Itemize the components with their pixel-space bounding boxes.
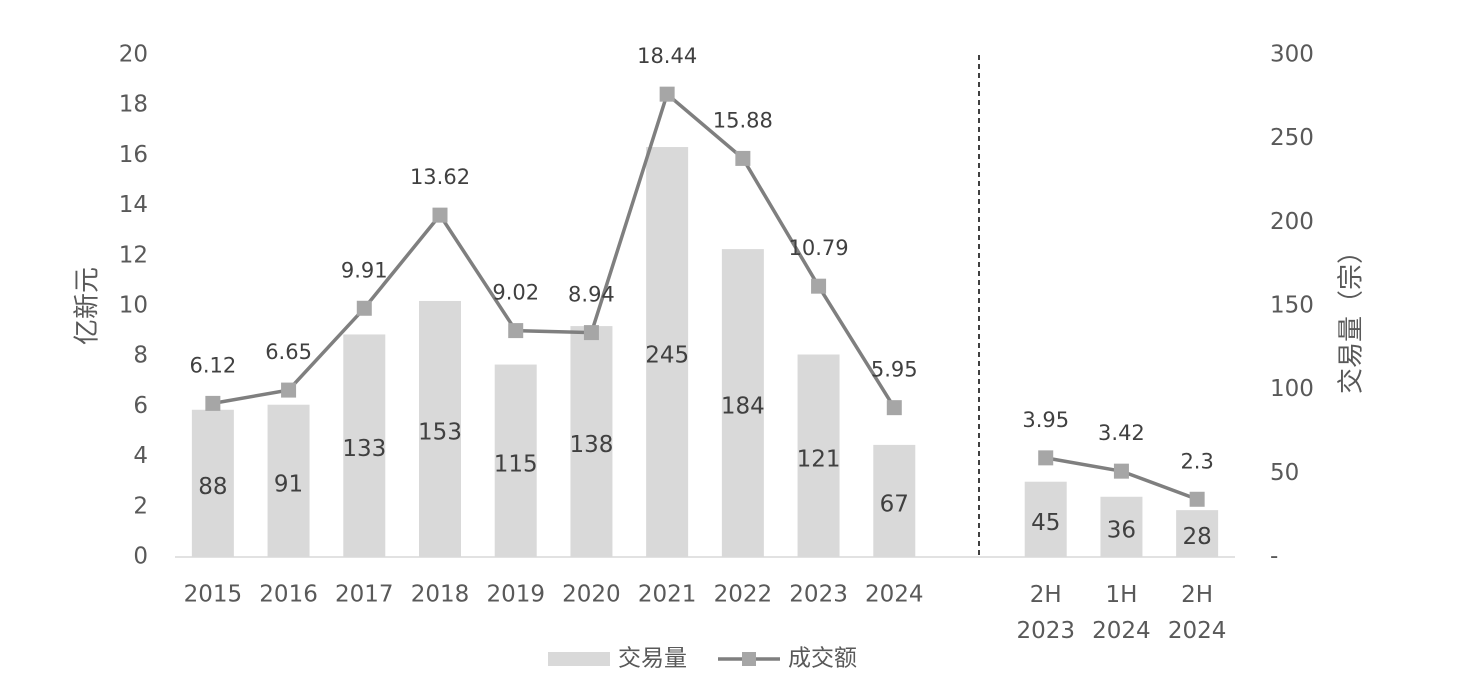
marker bbox=[205, 395, 221, 411]
bar-label: 88 bbox=[198, 474, 227, 500]
bar-label: 138 bbox=[569, 432, 613, 458]
bar bbox=[646, 147, 689, 558]
bar bbox=[1176, 510, 1219, 557]
marker bbox=[659, 86, 675, 102]
y-tick-label: 16 bbox=[119, 142, 148, 168]
y-tick-label: 0 bbox=[133, 544, 148, 570]
bar bbox=[721, 249, 764, 557]
marker bbox=[735, 150, 751, 166]
x-tick-label: 2017 bbox=[335, 582, 394, 608]
y2-tick-label: 300 bbox=[1270, 42, 1314, 68]
y-tick-label: 8 bbox=[133, 343, 148, 369]
marker bbox=[281, 382, 297, 398]
line-label: 6.65 bbox=[265, 340, 312, 364]
marker bbox=[1038, 450, 1054, 466]
bar-label: 153 bbox=[418, 419, 462, 445]
x-tick-label: 2020 bbox=[562, 582, 621, 608]
bar-label: 45 bbox=[1031, 510, 1060, 536]
y-tick-label: 12 bbox=[119, 242, 148, 268]
line-label: 10.79 bbox=[789, 236, 849, 260]
marker bbox=[886, 400, 902, 416]
bar-label: 121 bbox=[797, 446, 841, 472]
marker bbox=[1189, 491, 1205, 507]
y2-tick-label: 200 bbox=[1270, 209, 1314, 235]
line bbox=[212, 91, 896, 409]
bar bbox=[1100, 496, 1143, 557]
y-tick-label: 4 bbox=[133, 443, 148, 469]
x-tick-label: 2016 bbox=[259, 582, 318, 608]
y-tick-label: 14 bbox=[119, 192, 148, 218]
bar bbox=[191, 409, 234, 557]
bar-label: 184 bbox=[721, 394, 765, 420]
x-tick-label: 2023 bbox=[789, 582, 848, 608]
bar bbox=[797, 354, 840, 557]
y2-axis-title: 交易量（宗） bbox=[1337, 238, 1367, 394]
bar-label: 67 bbox=[880, 491, 909, 517]
y-tick-label: 20 bbox=[119, 42, 148, 68]
bar-label: 245 bbox=[645, 343, 689, 369]
line-label: 8.94 bbox=[568, 283, 615, 307]
bar-label: 133 bbox=[342, 436, 386, 462]
x-tick-label: 2022 bbox=[714, 582, 773, 608]
legend-label: 交易量 bbox=[618, 646, 687, 672]
line-label: 18.44 bbox=[637, 44, 697, 68]
marker bbox=[356, 300, 372, 316]
y2-tick-label: 250 bbox=[1270, 125, 1314, 151]
x-tick-label: 2H 2023 bbox=[1016, 582, 1075, 644]
x-tick-label: 2H 2024 bbox=[1168, 582, 1227, 644]
marker bbox=[508, 323, 524, 339]
x-tick-label: 2019 bbox=[486, 582, 545, 608]
bar bbox=[873, 444, 916, 557]
x-tick-label: 2021 bbox=[638, 582, 697, 608]
x-tick-label: 2018 bbox=[411, 582, 470, 608]
marker bbox=[811, 278, 827, 294]
line-label: 2.3 bbox=[1180, 449, 1213, 473]
y2-tick-label: 150 bbox=[1270, 293, 1314, 319]
bar bbox=[570, 326, 613, 557]
bar bbox=[343, 334, 386, 557]
line-label: 9.91 bbox=[341, 258, 388, 282]
x-tick-label: 1H 2024 bbox=[1092, 582, 1151, 644]
marker bbox=[583, 325, 599, 341]
bar-label: 115 bbox=[494, 451, 538, 477]
y-tick-label: 10 bbox=[119, 293, 148, 319]
y-axis-title: 亿新元 bbox=[73, 267, 103, 345]
legend-swatch bbox=[548, 652, 610, 666]
legend-marker bbox=[742, 652, 756, 666]
marker bbox=[432, 207, 448, 223]
line-label: 6.12 bbox=[189, 353, 236, 377]
y-tick-label: 2 bbox=[133, 493, 148, 519]
line-label: 5.95 bbox=[871, 358, 918, 382]
line-label: 13.62 bbox=[410, 165, 470, 189]
y2-tick-label: - bbox=[1270, 544, 1278, 570]
x-tick-label: 2024 bbox=[865, 582, 924, 608]
line-label: 15.88 bbox=[713, 108, 773, 132]
bar bbox=[267, 404, 310, 557]
bar bbox=[494, 364, 537, 557]
line-label: 9.02 bbox=[492, 281, 539, 305]
y2-tick-label: 100 bbox=[1270, 376, 1314, 402]
bar-label: 28 bbox=[1183, 524, 1212, 550]
line-label: 3.95 bbox=[1022, 408, 1069, 432]
y-tick-label: 18 bbox=[119, 92, 148, 118]
marker bbox=[1113, 463, 1129, 479]
x-tick-label: 2015 bbox=[184, 582, 243, 608]
y2-tick-label: 50 bbox=[1270, 460, 1299, 486]
bar bbox=[419, 300, 461, 557]
bar-label: 91 bbox=[274, 471, 303, 497]
y-tick-label: 6 bbox=[133, 393, 148, 419]
bar-label: 36 bbox=[1107, 517, 1136, 543]
legend-label: 成交额 bbox=[788, 646, 857, 672]
line-label: 3.42 bbox=[1098, 421, 1145, 445]
bar bbox=[1024, 481, 1067, 557]
